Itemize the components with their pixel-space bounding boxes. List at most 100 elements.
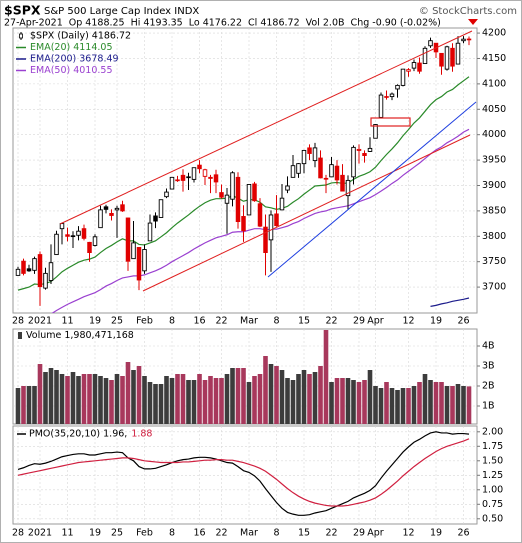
volume-bar	[450, 386, 455, 424]
x-tick-label: 15	[298, 316, 310, 327]
volume-bar	[180, 374, 186, 424]
candle-body	[175, 179, 180, 182]
y-tick-label: 4100	[482, 78, 506, 89]
candle-body	[395, 84, 400, 90]
x-tick-label: 2021	[28, 528, 52, 539]
trendline	[267, 101, 477, 278]
volume-bar	[367, 370, 373, 424]
volume-bar	[98, 376, 103, 424]
x-tick-label: 29	[353, 528, 365, 539]
candle-body	[15, 268, 21, 276]
volume-bar	[15, 388, 21, 424]
volume-bar	[433, 382, 439, 424]
candle-body	[26, 268, 32, 272]
volume-bar	[224, 374, 230, 424]
volume-bar	[323, 330, 329, 424]
candle-body	[136, 247, 142, 281]
volume-bar	[351, 380, 356, 424]
volume-bar	[125, 362, 131, 424]
quote-info: 27-Apr-2021 Op 4188.25 Hi 4193.35 Lo 417…	[4, 18, 441, 29]
candle-body	[186, 176, 191, 179]
y-tick-label: 1.50	[482, 455, 503, 466]
candle-body	[65, 234, 70, 237]
candle-body	[406, 69, 411, 72]
candle-body	[142, 249, 147, 272]
candle-body	[219, 192, 224, 198]
candle-body	[76, 230, 81, 236]
price-panel	[12, 27, 478, 314]
candle-body	[367, 147, 373, 152]
candle-body	[307, 147, 312, 154]
volume-bar	[114, 374, 120, 424]
legend-label: EMA(20) 4114.05	[30, 42, 113, 53]
candle-body	[37, 254, 43, 288]
x-tick-label: 19	[89, 528, 101, 539]
volume-bar	[81, 374, 87, 424]
x-tick-label: Feb	[136, 316, 153, 327]
x-tick-label: 11	[61, 316, 73, 327]
candle-body	[81, 228, 87, 239]
x-tick-label: 29	[353, 316, 365, 327]
volume-bar	[213, 378, 219, 424]
y-tick-label: 3900	[482, 180, 506, 191]
volume-bar	[26, 386, 32, 424]
candle-body	[158, 199, 164, 218]
volume-bar	[164, 376, 169, 424]
candle-body	[356, 148, 362, 151]
candle-body	[268, 214, 274, 241]
volume-bar	[208, 376, 213, 424]
volume-bar	[191, 380, 197, 424]
volume-bar	[32, 386, 37, 424]
candle-body	[92, 236, 98, 246]
volume-bar	[120, 376, 125, 424]
y-tick-label: 3800	[482, 231, 506, 242]
x-tick-label: 2021	[28, 316, 52, 327]
volume-bar	[186, 380, 191, 424]
volume-bar	[340, 378, 345, 424]
candle-body	[98, 209, 103, 229]
x-tick-label: 28	[12, 528, 24, 539]
volume-bar	[334, 378, 340, 424]
candle-body	[70, 235, 76, 238]
volume-bar	[461, 386, 466, 424]
x-tick-label: 12	[402, 316, 414, 327]
x-tick-label: Mar	[240, 528, 258, 539]
legend-label: 1.88	[131, 429, 152, 440]
candle-body	[164, 191, 169, 198]
volume-bar	[373, 386, 378, 424]
candle-body	[257, 203, 263, 227]
volume-bar	[466, 386, 472, 424]
candle-body	[43, 272, 48, 289]
annotations	[59, 30, 477, 292]
volume-bar	[230, 368, 235, 424]
line	[430, 297, 470, 307]
candle-body	[252, 183, 257, 202]
volume-bar	[356, 382, 362, 424]
candle-body	[213, 174, 219, 183]
candle-body	[318, 157, 323, 179]
candle-body	[87, 241, 92, 253]
volume-bar	[384, 382, 389, 424]
x-tick-label: 12	[402, 528, 414, 539]
candle-body	[279, 197, 285, 211]
candle-body	[444, 46, 450, 70]
y-tick-label: 2.00	[482, 426, 503, 437]
candle-body	[224, 194, 230, 204]
candle-body	[125, 217, 131, 262]
volume-bar	[318, 366, 323, 424]
candle-body	[411, 62, 417, 69]
volume-bar	[345, 378, 351, 424]
y-tick-label: 1.25	[482, 470, 503, 481]
volume-bar	[219, 378, 224, 424]
candle-body	[169, 176, 175, 190]
y-tick-label: 2B	[482, 381, 495, 392]
x-tick-label: 15	[298, 528, 310, 539]
y-tick-label: 0.50	[482, 513, 503, 524]
candle-body	[296, 163, 301, 174]
x-tick-label: 16	[193, 528, 205, 539]
candle-body	[197, 164, 202, 170]
volume-bar	[439, 382, 444, 424]
volume-bar	[241, 368, 246, 424]
legend-label: EMA(50) 4010.55	[30, 65, 113, 76]
